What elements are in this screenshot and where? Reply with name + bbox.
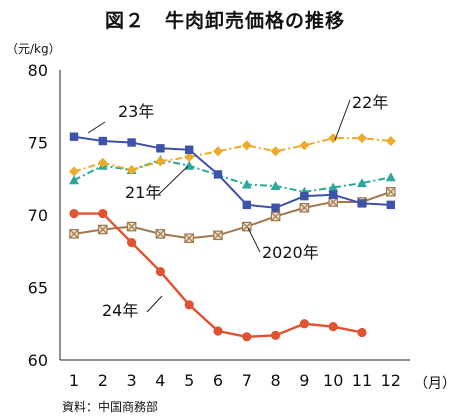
series-2-point: [126, 165, 137, 176]
x-tick-label: 6: [213, 371, 223, 390]
series-3-point: [98, 136, 107, 146]
series-3-label: 23年: [118, 102, 154, 121]
series-3-point: [156, 144, 165, 153]
series-1-point: [241, 179, 252, 189]
series-4-point: [357, 327, 367, 338]
series-3-leader-line: [87, 121, 106, 134]
series-0-point-cross: [270, 211, 281, 222]
series-3-point: [357, 199, 367, 208]
series-2-label: 22年: [352, 93, 388, 112]
series-0-leader-line: [247, 227, 261, 253]
y-tick-label: 70: [28, 206, 48, 225]
y-axis-unit: （元/kg）: [6, 42, 61, 56]
series-0-label: 2020年: [262, 243, 319, 262]
series-0-point-cross: [242, 221, 252, 232]
series-4-point: [299, 319, 309, 329]
series-2-line: [73, 137, 391, 173]
chart-title: 図２ 牛肉卸売価格の推移: [104, 10, 345, 32]
series-0-point-cross: [69, 229, 79, 239]
series-2-point: [69, 166, 79, 177]
source-note: 資料：中国商務部: [62, 400, 159, 414]
series-4-label: 24年: [102, 301, 138, 320]
series-2-point: [155, 156, 166, 167]
series-0-point-cross: [184, 233, 194, 243]
series-3-point: [242, 200, 251, 210]
x-tick-label: 11: [352, 371, 372, 390]
series-4-point: [213, 326, 223, 336]
series-2-leader-line: [334, 99, 351, 141]
series-2-point: [213, 146, 223, 157]
series-1-point: [328, 182, 339, 192]
y-tick-label: 75: [28, 134, 48, 153]
series-3-line: [73, 135, 391, 209]
series-4-leader-line: [146, 295, 163, 313]
series-3-point: [185, 145, 194, 154]
series-2-point: [270, 146, 281, 157]
x-tick-label: 3: [127, 371, 137, 390]
series-0-point-cross: [386, 187, 396, 197]
series-0-point-cross: [328, 197, 338, 207]
series-0-point-cross: [155, 229, 166, 239]
series-4-point: [242, 332, 252, 342]
series-3-point: [213, 170, 223, 179]
series-1-leader-line: [157, 165, 189, 196]
series-1-point: [357, 178, 367, 188]
series-2-point: [385, 136, 396, 147]
x-tick-label: 1: [69, 371, 79, 390]
series-2-point: [299, 140, 310, 151]
series-3-point: [69, 132, 79, 141]
y-tick-label: 60: [28, 351, 48, 370]
series-4-point: [127, 237, 137, 248]
series-3-point: [386, 200, 395, 210]
series-4-point: [98, 208, 108, 219]
series-0-point-cross: [126, 221, 137, 232]
y-tick-label: 65: [28, 279, 48, 298]
series-3-point: [271, 203, 280, 212]
series-2-point: [241, 140, 252, 151]
series-3-point: [300, 191, 309, 201]
x-tick-label: 9: [299, 371, 309, 390]
y-tick-label: 80: [28, 61, 48, 80]
series-4-point: [69, 208, 79, 219]
x-tick-label: 2: [98, 371, 108, 390]
x-tick-label: 5: [184, 371, 194, 390]
series-2-point: [357, 133, 367, 144]
series-0-point-cross: [299, 203, 310, 213]
series-2-point: [97, 157, 108, 168]
series-3-point: [127, 138, 136, 147]
series-0-point-cross: [213, 230, 223, 240]
series-0-point-cross: [98, 224, 108, 235]
series-4-point: [328, 322, 338, 332]
series-2-point: [184, 152, 195, 162]
x-tick-label: 4: [155, 371, 165, 390]
series-4-point: [184, 300, 194, 310]
series-2-point: [328, 133, 339, 144]
x-tick-label: 10: [323, 371, 343, 390]
series-4-point: [271, 330, 281, 340]
series-1-point: [69, 175, 79, 185]
series-1-line: [73, 158, 391, 193]
series-1-point: [270, 181, 281, 190]
series-1-point: [385, 172, 396, 182]
x-axis-unit: （月）: [414, 376, 450, 392]
series-4-point: [155, 266, 165, 277]
series-1-label: 21年: [125, 183, 161, 202]
x-tick-label: 12: [381, 371, 401, 390]
x-tick-label: 8: [271, 371, 281, 390]
x-tick-label: 7: [242, 371, 252, 390]
series-3-point: [329, 190, 338, 199]
